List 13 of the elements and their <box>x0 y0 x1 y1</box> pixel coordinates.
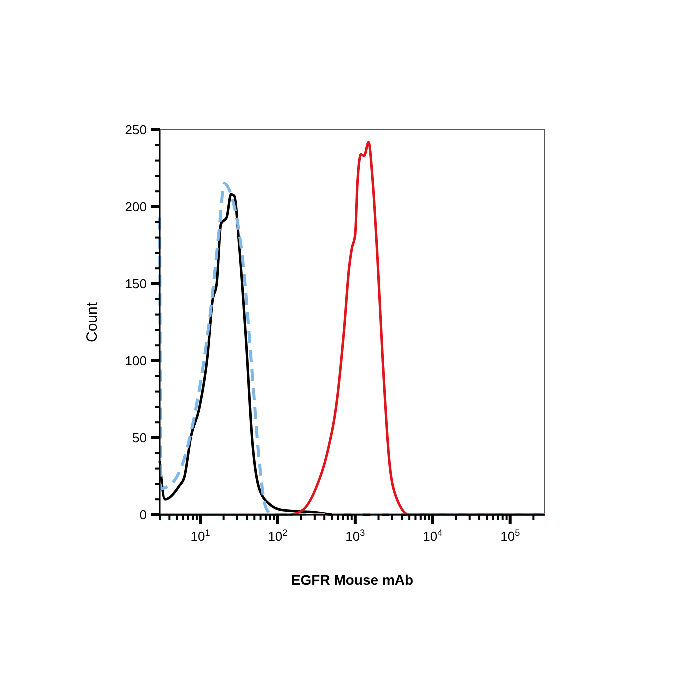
x-axis-title: EGFR Mouse mAb <box>291 572 414 588</box>
y-tick-label: 150 <box>125 276 147 292</box>
y-tick-label: 50 <box>132 430 147 446</box>
y-tick-label: 250 <box>125 122 147 138</box>
x-tick-label: 10$^{5}$ <box>500 528 520 544</box>
y-tick-label: 200 <box>125 200 147 215</box>
y-axis-title: Count <box>84 302 101 343</box>
x-tick-label: 10$^{3}$ <box>346 528 366 544</box>
y-tick-label: 0 <box>140 508 147 523</box>
x-tick-label: 10$^{4}$ <box>423 528 443 544</box>
x-tick-label: 10$^{2}$ <box>268 528 288 544</box>
y-tick-label: 100 <box>125 354 147 369</box>
x-tick-label: 10$^{1}$ <box>190 528 210 544</box>
